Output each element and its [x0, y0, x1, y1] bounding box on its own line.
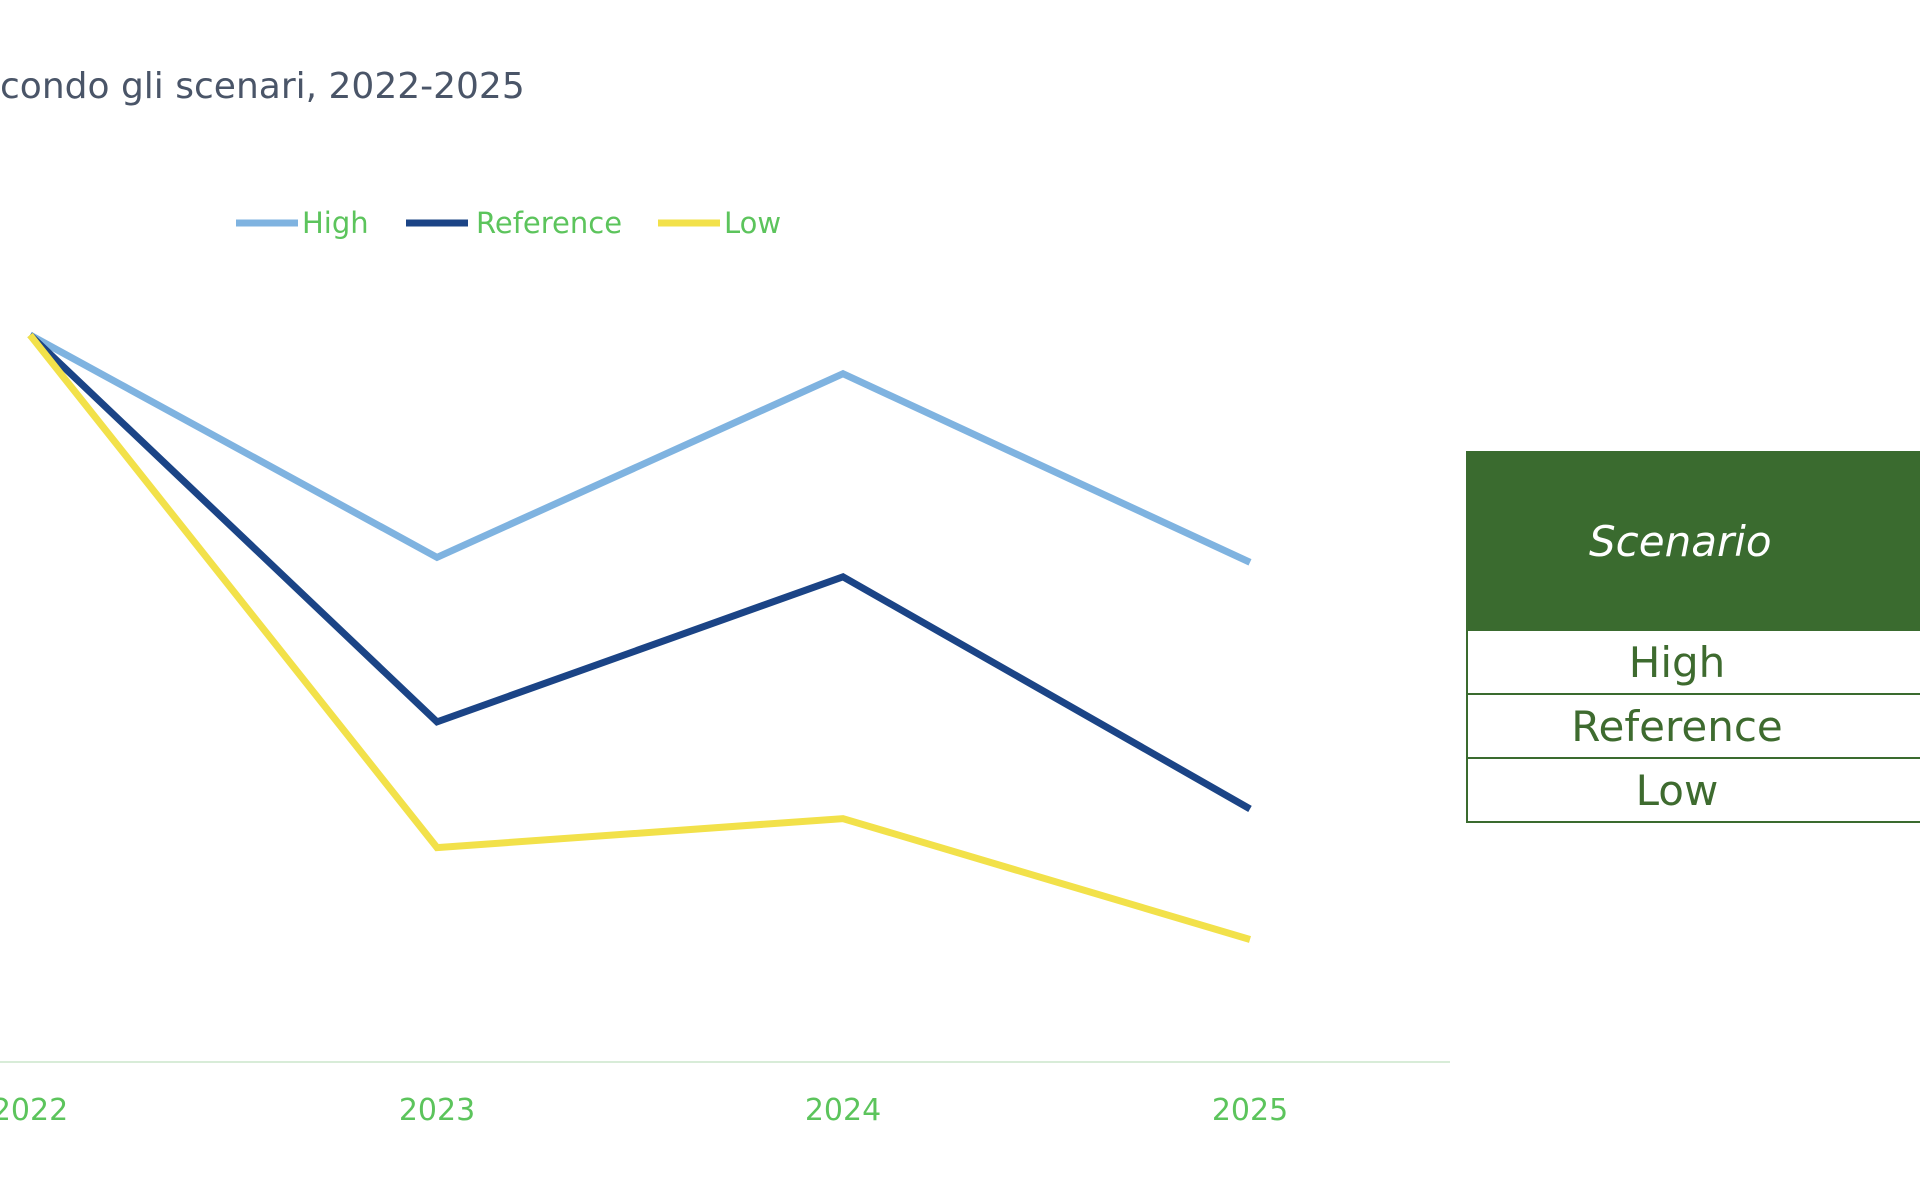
legend-label-reference: Reference: [476, 206, 622, 240]
chart-title: condo gli scenari, 2022-2025: [0, 66, 525, 107]
series-line-low: [27, 332, 1251, 943]
chart-legend: High Reference Low: [236, 206, 781, 240]
table-header-scenario: Scenario: [1466, 451, 1920, 631]
x-tick-labels: 2022 2023 2024 2025: [0, 1093, 1288, 1128]
table-cell-low: Low: [1466, 757, 1920, 823]
series-line-high: [28, 331, 1252, 566]
x-tick-label: 2024: [805, 1093, 881, 1128]
x-tick-label: 2023: [399, 1093, 475, 1128]
x-tick-label: 2025: [1212, 1093, 1288, 1128]
legend-label-low: Low: [724, 206, 781, 240]
series-line-reference: [27, 332, 1252, 812]
table-row: Low: [1466, 757, 1920, 823]
legend-label-high: High: [302, 206, 369, 240]
table-cell-reference: Reference: [1466, 693, 1920, 759]
scenario-table: Scenario High Reference Low: [1466, 451, 1920, 823]
table-row: High: [1466, 629, 1920, 695]
table-cell-high: High: [1466, 629, 1920, 695]
table-row: Reference: [1466, 693, 1920, 759]
x-tick-label: 2022: [0, 1093, 68, 1128]
series-lines: [27, 331, 1252, 943]
